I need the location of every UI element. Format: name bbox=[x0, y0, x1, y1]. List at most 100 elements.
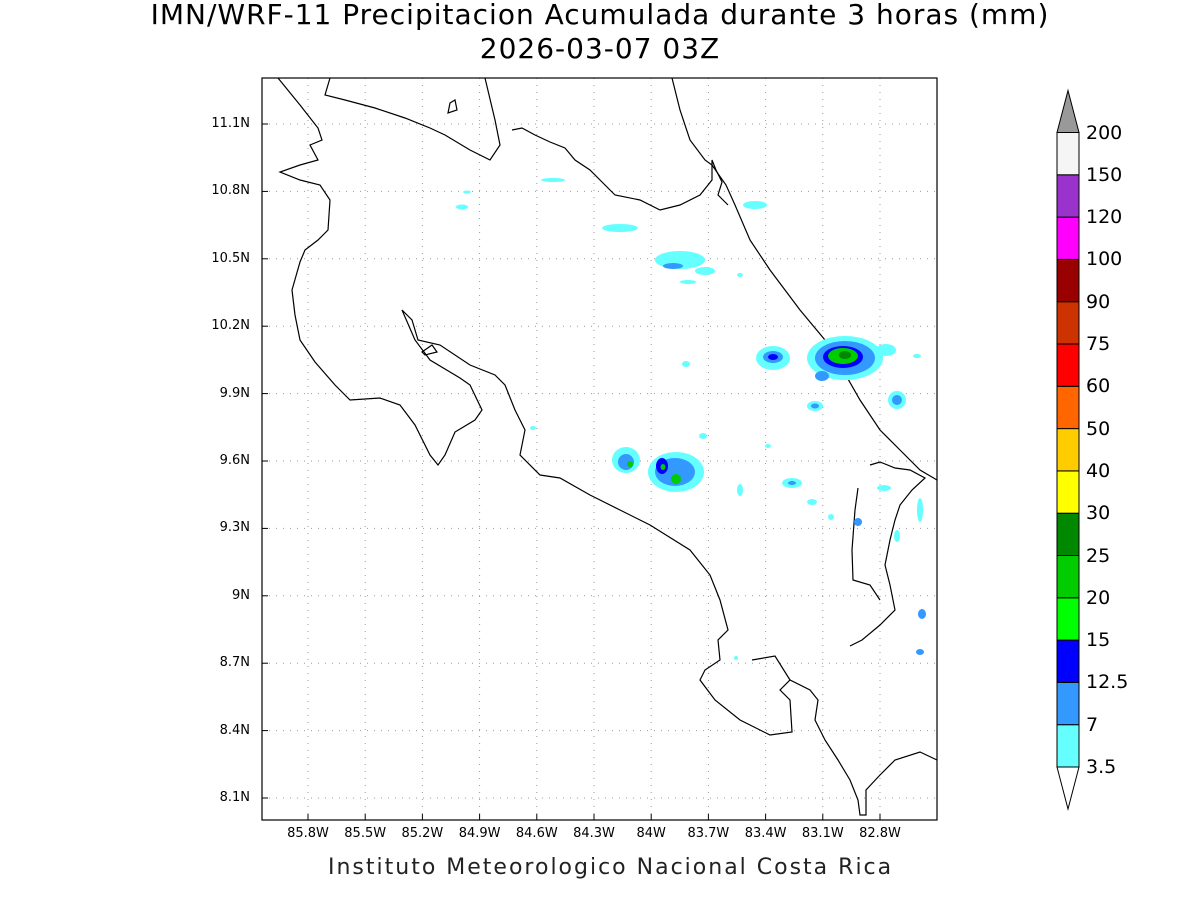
colorbar-underflow-arrow bbox=[1056, 766, 1080, 811]
lon-tick-label: 85.8W bbox=[287, 826, 329, 841]
colorbar-segment bbox=[1056, 343, 1080, 387]
lat-tick-label: 9.9N bbox=[219, 385, 250, 401]
colorbar-segment bbox=[1056, 681, 1080, 726]
lon-tick-label: 84W bbox=[636, 826, 666, 841]
lon-tick-label: 85.2W bbox=[401, 826, 444, 841]
lat-tick-label: 8.1N bbox=[219, 790, 250, 805]
colorbar-segment bbox=[1056, 301, 1080, 345]
precip-cell bbox=[877, 485, 891, 491]
colorbar-segment bbox=[1056, 639, 1080, 683]
precip-cell bbox=[680, 280, 696, 284]
axis-ticks bbox=[262, 123, 881, 820]
colorbar-segment bbox=[1056, 385, 1080, 430]
colorbar-label: 60 bbox=[1086, 375, 1111, 398]
precip-cell bbox=[788, 481, 796, 485]
coastline-pacific-north bbox=[277, 77, 938, 816]
map-frame bbox=[261, 77, 938, 821]
colorbar-segment bbox=[1056, 555, 1080, 599]
precip-cell bbox=[876, 344, 896, 356]
lon-tick-label: 82.8W bbox=[859, 826, 901, 841]
lat-tick-label: 10.8N bbox=[211, 183, 250, 199]
precip-cell bbox=[811, 403, 819, 409]
colorbar-label: 120 bbox=[1086, 206, 1123, 229]
lon-tick-label: 84.3W bbox=[573, 826, 615, 841]
graticule bbox=[262, 78, 937, 820]
precip-cell bbox=[463, 190, 471, 194]
colorbar-segment bbox=[1056, 174, 1080, 218]
colorbar-label: 150 bbox=[1086, 163, 1123, 186]
colorbar-segment bbox=[1056, 597, 1080, 641]
coastline-nicoya-gulf-island bbox=[421, 344, 439, 356]
colorbar-label: 50 bbox=[1086, 417, 1111, 440]
lat-tick-label: 10.5N bbox=[211, 250, 250, 266]
precip-cell bbox=[839, 351, 851, 359]
colorbar-label: 20 bbox=[1086, 586, 1111, 609]
precip-cell bbox=[892, 395, 902, 405]
precip-cell bbox=[807, 499, 817, 505]
precip-cell bbox=[602, 224, 638, 232]
lat-tick-label: 9.6N bbox=[219, 453, 250, 468]
lat-tick-label: 9.3N bbox=[219, 520, 250, 536]
precip-cell bbox=[913, 354, 921, 358]
precip-cell bbox=[737, 484, 743, 496]
lon-tick-label: 84.9W bbox=[458, 826, 501, 841]
lon-tick-label: 83.4W bbox=[744, 826, 787, 841]
precipitation-cells bbox=[456, 178, 926, 660]
coastline-small-island bbox=[447, 99, 458, 114]
precip-cell bbox=[737, 273, 743, 277]
colorbar-segment bbox=[1056, 258, 1080, 303]
colorbar-label: 12.5 bbox=[1086, 671, 1129, 694]
lat-tick-label: 8.7N bbox=[219, 655, 250, 671]
colorbar-segment bbox=[1056, 132, 1080, 176]
lat-tick-label: 11.1N bbox=[211, 116, 250, 131]
colorbar-segment bbox=[1056, 512, 1080, 557]
lon-tick-label: 83.7W bbox=[687, 826, 730, 841]
coastline bbox=[277, 77, 938, 816]
precip-cell bbox=[828, 514, 834, 520]
footer-credit: Instituto Meteorologico Nacional Costa R… bbox=[328, 855, 894, 880]
colorbar-label: 75 bbox=[1086, 333, 1111, 355]
colorbar-segment bbox=[1056, 428, 1080, 472]
map-subtitle: 2026-03-07 03Z bbox=[479, 32, 721, 65]
precip-cell bbox=[815, 371, 829, 381]
colorbar-segment bbox=[1056, 216, 1080, 260]
colorbar-overflow-arrow bbox=[1056, 88, 1080, 133]
precip-cell bbox=[695, 267, 715, 275]
border-panama bbox=[849, 461, 927, 647]
precip-cell bbox=[854, 518, 862, 526]
border-panama-south bbox=[851, 487, 881, 601]
lat-tick-label: 10.2N bbox=[211, 318, 250, 334]
colorbar-label: 3.5 bbox=[1086, 756, 1117, 778]
coastline-osa bbox=[751, 655, 791, 681]
precip-cell bbox=[456, 204, 468, 210]
precip-cell bbox=[768, 354, 778, 360]
precip-cell bbox=[627, 461, 633, 467]
lon-tick-label: 84.6W bbox=[515, 826, 558, 841]
map-title: IMN/WRF-11 Precipitacion Acumulada duran… bbox=[150, 0, 1050, 31]
precip-cell bbox=[671, 474, 681, 484]
colorbar-label: 200 bbox=[1086, 121, 1123, 144]
precip-cell bbox=[743, 201, 767, 209]
border-north bbox=[324, 77, 501, 161]
lat-tick-label: 8.4N bbox=[219, 722, 250, 738]
precip-cell bbox=[917, 498, 923, 522]
precip-cell bbox=[894, 530, 900, 542]
precip-cell bbox=[734, 656, 738, 660]
colorbar-label: 30 bbox=[1086, 502, 1111, 525]
lon-tick-label: 85.5W bbox=[344, 826, 387, 841]
colorbar-label: 7 bbox=[1086, 713, 1099, 736]
lon-tick-label: 83.1W bbox=[801, 826, 844, 841]
colorbar-segment bbox=[1056, 724, 1080, 768]
precip-cell bbox=[699, 433, 707, 439]
precip-cell bbox=[663, 263, 683, 269]
precip-cell bbox=[918, 609, 926, 619]
coastline-caribbean bbox=[671, 77, 938, 481]
colorbar-label: 40 bbox=[1086, 459, 1111, 482]
colorbar-label: 90 bbox=[1086, 290, 1111, 313]
precip-cell bbox=[765, 444, 771, 448]
colorbar-segment bbox=[1056, 470, 1080, 514]
precip-cell bbox=[682, 361, 690, 367]
colorbar-label: 100 bbox=[1086, 248, 1123, 271]
precip-cell bbox=[660, 464, 666, 470]
colorbar bbox=[1056, 88, 1080, 811]
